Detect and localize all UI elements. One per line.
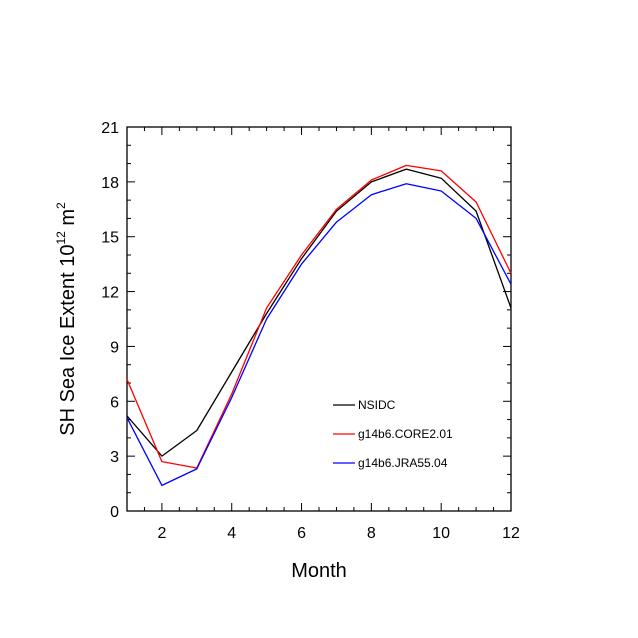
x-tick-label: 12 bbox=[502, 525, 520, 542]
legend-label: g14b6.CORE2.01 bbox=[358, 427, 453, 441]
series-line-g14b6-core2-01 bbox=[126, 164, 512, 469]
y-tick-label: 12 bbox=[101, 285, 119, 302]
y-tick-label: 9 bbox=[110, 339, 119, 356]
y-axis-label-exponent: 12 bbox=[54, 231, 68, 245]
series-line-nsidc bbox=[126, 168, 512, 457]
x-tick-label: 4 bbox=[227, 525, 236, 542]
x-tick-label: 6 bbox=[297, 525, 306, 542]
legend-label: g14b6.JRA55.04 bbox=[358, 456, 448, 470]
y-axis-label: SH Sea Ice Extent 1012 m2 bbox=[54, 202, 79, 436]
x-tick-label: 8 bbox=[367, 525, 376, 542]
x-axis-label: Month bbox=[291, 560, 347, 582]
x-tick-label: 10 bbox=[432, 525, 450, 542]
legend: NSIDC g14b6.CORE2.01 g14b6.JRA55.04 bbox=[333, 398, 453, 470]
x-tick-label: 2 bbox=[157, 525, 166, 542]
x-tick-labels: 2 4 6 8 10 12 bbox=[157, 525, 520, 542]
axis-ticks bbox=[126, 126, 512, 512]
legend-label: NSIDC bbox=[358, 398, 396, 412]
y-tick-label: 21 bbox=[101, 120, 119, 137]
series-line-g14b6-jra55-04 bbox=[126, 183, 512, 487]
series-lines bbox=[126, 164, 512, 487]
y-tick-label: 15 bbox=[101, 230, 119, 247]
y-axis-label-unit-exponent: 2 bbox=[54, 202, 68, 209]
plot-frame bbox=[126, 126, 512, 512]
y-tick-label: 0 bbox=[110, 504, 119, 521]
y-tick-label: 3 bbox=[110, 449, 119, 466]
y-tick-label: 6 bbox=[110, 394, 119, 411]
y-axis-label-unit: m bbox=[57, 209, 79, 231]
y-axis-label-main: SH Sea Ice Extent 10 bbox=[57, 245, 79, 436]
y-tick-label: 18 bbox=[101, 175, 119, 192]
y-tick-labels: 0 3 6 9 12 15 18 21 bbox=[101, 120, 119, 521]
